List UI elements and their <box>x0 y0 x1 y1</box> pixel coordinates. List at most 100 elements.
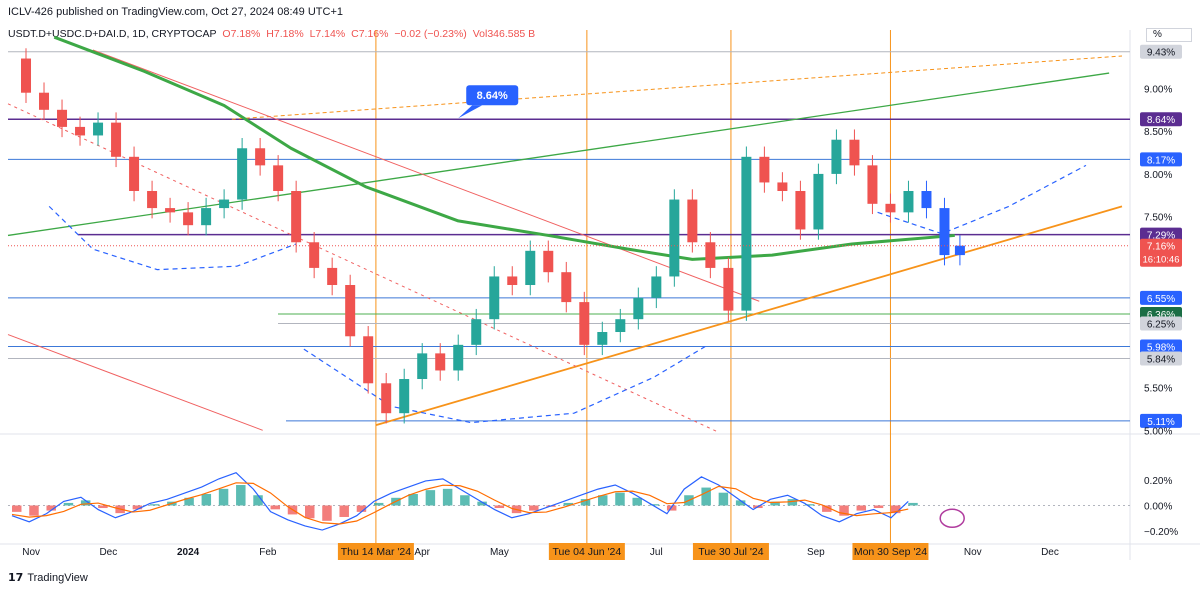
candle-body <box>111 122 122 157</box>
macd-histogram-bar <box>477 501 487 506</box>
candle-body <box>705 242 716 268</box>
macd-histogram-bar <box>856 505 867 511</box>
candle-body <box>561 272 572 303</box>
date-badge-bg-2 <box>692 543 769 560</box>
macd-histogram-bar <box>218 488 229 506</box>
x-tick-5: May <box>490 547 509 558</box>
candle-body <box>489 276 500 320</box>
date-badge-0: Thu 14 Mar '24 <box>341 546 411 558</box>
candle-body <box>21 58 32 93</box>
date-badge-3: Mon 30 Sep '24 <box>854 546 927 558</box>
low-value: L7.14% <box>309 28 346 40</box>
candle-body <box>759 156 770 183</box>
annotation-callout-bg <box>466 85 519 106</box>
macd-histogram-bar <box>770 501 780 506</box>
macd-histogram-bar <box>29 505 39 516</box>
candle-body <box>921 190 932 209</box>
percent-scale-button[interactable]: % <box>1146 28 1192 42</box>
x-tick-1: Dec <box>99 547 117 558</box>
macd-histogram-bar <box>322 505 332 521</box>
macd-histogram-bar <box>270 505 281 510</box>
candle-body <box>183 212 194 226</box>
macd-histogram-bar <box>701 487 711 506</box>
x-tick-8: Nov <box>964 547 982 558</box>
candle-body <box>93 122 104 136</box>
candle-body <box>687 199 698 243</box>
macd-histogram-bar <box>804 504 815 506</box>
candle-body <box>273 165 284 191</box>
red-trendline-lower <box>7 334 263 431</box>
macd-histogram-bar <box>718 492 729 506</box>
close-value: C7.16% <box>351 28 389 40</box>
candle-body <box>453 344 464 371</box>
macd-histogram-bar <box>149 504 160 506</box>
price-level-badge-8 <box>1140 351 1182 366</box>
candle-body <box>165 208 176 213</box>
macd-histogram-bar <box>12 505 22 512</box>
price-level-badge-3 <box>1140 227 1182 242</box>
candle-body <box>507 276 518 286</box>
macd-histogram-bar <box>891 505 901 514</box>
x-tick-3: Feb <box>259 547 277 558</box>
date-badge-bg-1 <box>548 543 625 560</box>
price-level-badge-2 <box>1140 152 1182 167</box>
candle-body <box>543 250 554 273</box>
candle-body <box>309 242 320 268</box>
candle-body <box>813 173 824 230</box>
red-dashed-trendline <box>7 103 719 433</box>
orange-dashed-trendline <box>231 55 1123 120</box>
candle-body <box>885 203 896 213</box>
price-level-label-0: 9.43% <box>1147 48 1175 59</box>
candle-body <box>399 379 410 414</box>
y-tick-4: 5.50% <box>1144 384 1172 395</box>
macd-histogram-bar <box>735 500 746 506</box>
price-level-badge-7 <box>1140 339 1182 354</box>
macd-histogram-bar <box>63 502 74 506</box>
symbol-name[interactable]: USDT.D+USDC.D+DAI.D, 1D, CRYPTOCAP <box>8 28 217 40</box>
candle-body <box>129 156 140 191</box>
blue-dashed-arc-2 <box>303 346 706 424</box>
brand-label: TradingView <box>27 572 88 584</box>
candle-body <box>219 199 230 209</box>
candle-body <box>255 148 266 166</box>
x-tick-6: Jul <box>650 547 663 558</box>
date-badge-1: Tue 04 Jun '24 <box>552 546 621 558</box>
candle-body <box>903 190 914 213</box>
candle-body <box>201 208 212 226</box>
candle-body <box>417 353 428 380</box>
y-tick-0: 9.00% <box>1144 84 1172 95</box>
candle-body <box>669 199 680 277</box>
macd-histogram-bar <box>80 500 91 506</box>
macd-histogram-bar <box>356 505 367 512</box>
price-level-label-7: 5.98% <box>1147 343 1175 354</box>
candle-body <box>777 182 788 191</box>
candle-body <box>381 383 392 414</box>
candle-body <box>939 208 950 256</box>
macd-histogram-bar <box>305 505 315 519</box>
macd-histogram-bar <box>339 505 349 517</box>
current-price-countdown: 16:10:46 <box>1143 255 1180 266</box>
high-value: H7.18% <box>266 28 304 40</box>
date-badge-bg-3 <box>852 543 929 560</box>
price-level-badge-0 <box>1140 44 1182 59</box>
candle-body <box>363 336 374 384</box>
macd-histogram-bar <box>563 502 574 506</box>
macd-histogram-bar <box>442 488 453 506</box>
price-level-label-3: 7.29% <box>1147 231 1175 242</box>
price-level-label-8: 5.84% <box>1147 355 1175 366</box>
macd-histogram-bar <box>98 505 108 509</box>
macd-histogram-bar <box>822 505 832 512</box>
candle-body <box>39 92 50 110</box>
candle-body <box>831 139 842 174</box>
macd-histogram-bar <box>908 502 918 506</box>
macd-histogram-bar <box>615 492 625 506</box>
macd-histogram-bar <box>201 493 212 506</box>
candle-body <box>723 267 734 311</box>
current-price-badge <box>1140 238 1182 267</box>
candle-body <box>597 332 608 345</box>
candle-body <box>741 156 752 311</box>
macd-line <box>11 472 909 531</box>
candle-body <box>345 285 356 337</box>
macd-histogram-bar <box>373 502 384 506</box>
